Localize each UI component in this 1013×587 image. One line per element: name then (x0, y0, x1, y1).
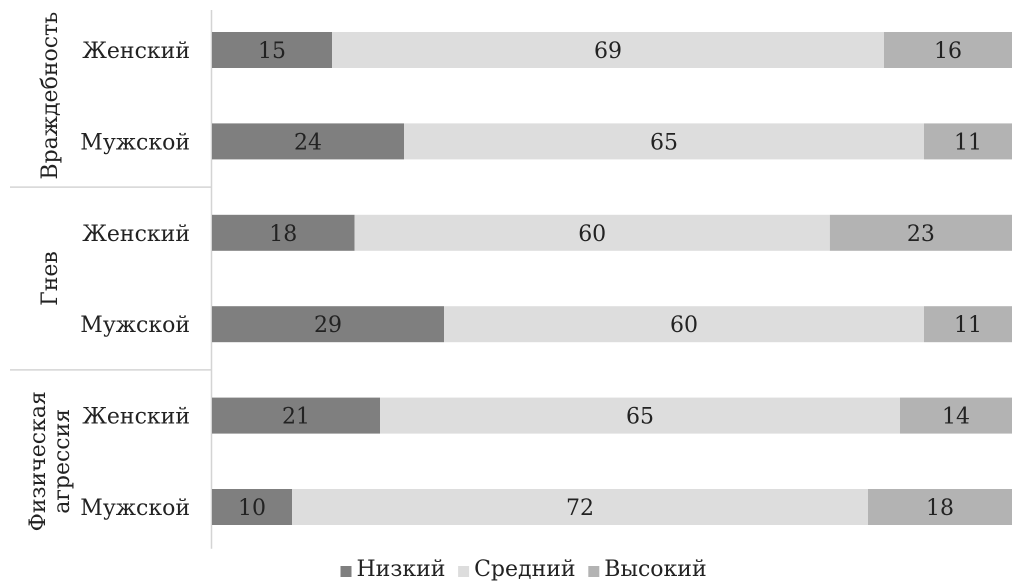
data-label: 15 (258, 39, 286, 64)
bar-segment-Средний (292, 489, 868, 525)
row-label: Мужской (80, 496, 190, 521)
data-label: 10 (238, 496, 266, 521)
data-label: 18 (926, 496, 954, 521)
row-label: Женский (82, 222, 190, 247)
row-label: Женский (82, 39, 190, 64)
group-label-line: агрессия (50, 409, 75, 514)
legend-label: Низкий (357, 557, 446, 582)
bar-segment-Низкий (212, 489, 292, 525)
data-label: 14 (942, 405, 970, 430)
bar-segment-Высокий (924, 123, 1012, 160)
group-label-line: Гнев (38, 251, 63, 306)
data-label: 60 (578, 222, 606, 247)
bar-segment-Низкий (212, 306, 444, 343)
bar-segment-Средний (332, 32, 884, 68)
row-label: Мужской (80, 313, 190, 338)
data-label: 16 (934, 39, 962, 64)
legend-label: Средний (474, 557, 575, 582)
bar-segment-Высокий (884, 32, 1012, 68)
bar-segment-Средний (444, 306, 924, 343)
bar-segment-Средний (354, 214, 830, 251)
row-label: Мужской (80, 130, 190, 155)
data-label: 11 (954, 130, 982, 155)
data-label: 11 (954, 313, 982, 338)
group-label-line: Враждебность (38, 12, 63, 180)
data-label: 60 (670, 313, 698, 338)
bar-segment-Средний (380, 397, 900, 434)
bar-segment-Низкий (212, 397, 380, 434)
bar-segment-Низкий (212, 32, 332, 68)
bar-segment-Высокий (900, 397, 1012, 434)
data-label: 18 (269, 222, 297, 247)
bar-segment-Высокий (868, 489, 1012, 525)
group-label: Враждебность (38, 12, 63, 180)
data-label: 21 (282, 405, 310, 430)
bar-segment-Низкий (212, 214, 355, 251)
data-label: 23 (907, 222, 935, 247)
legend-label: Высокий (604, 557, 706, 582)
bar-segment-Высокий (924, 306, 1012, 343)
data-label: 29 (314, 313, 342, 338)
group-label: Физическаяагрессия (26, 391, 75, 531)
bar-segment-Низкий (212, 123, 404, 160)
bar-segment-Высокий (829, 214, 1012, 251)
data-label: 65 (650, 130, 678, 155)
row-label: Женский (82, 405, 190, 430)
group-label: Гнев (38, 251, 63, 306)
data-label: 24 (294, 130, 322, 155)
bar-segment-Средний (404, 123, 924, 160)
legend-swatch (340, 566, 352, 577)
group-label-line: Физическая (26, 391, 51, 531)
data-label: 72 (566, 496, 594, 521)
legend-swatch (458, 566, 470, 577)
data-label: 65 (626, 405, 654, 430)
data-label: 69 (594, 39, 622, 64)
legend-swatch (588, 566, 600, 577)
